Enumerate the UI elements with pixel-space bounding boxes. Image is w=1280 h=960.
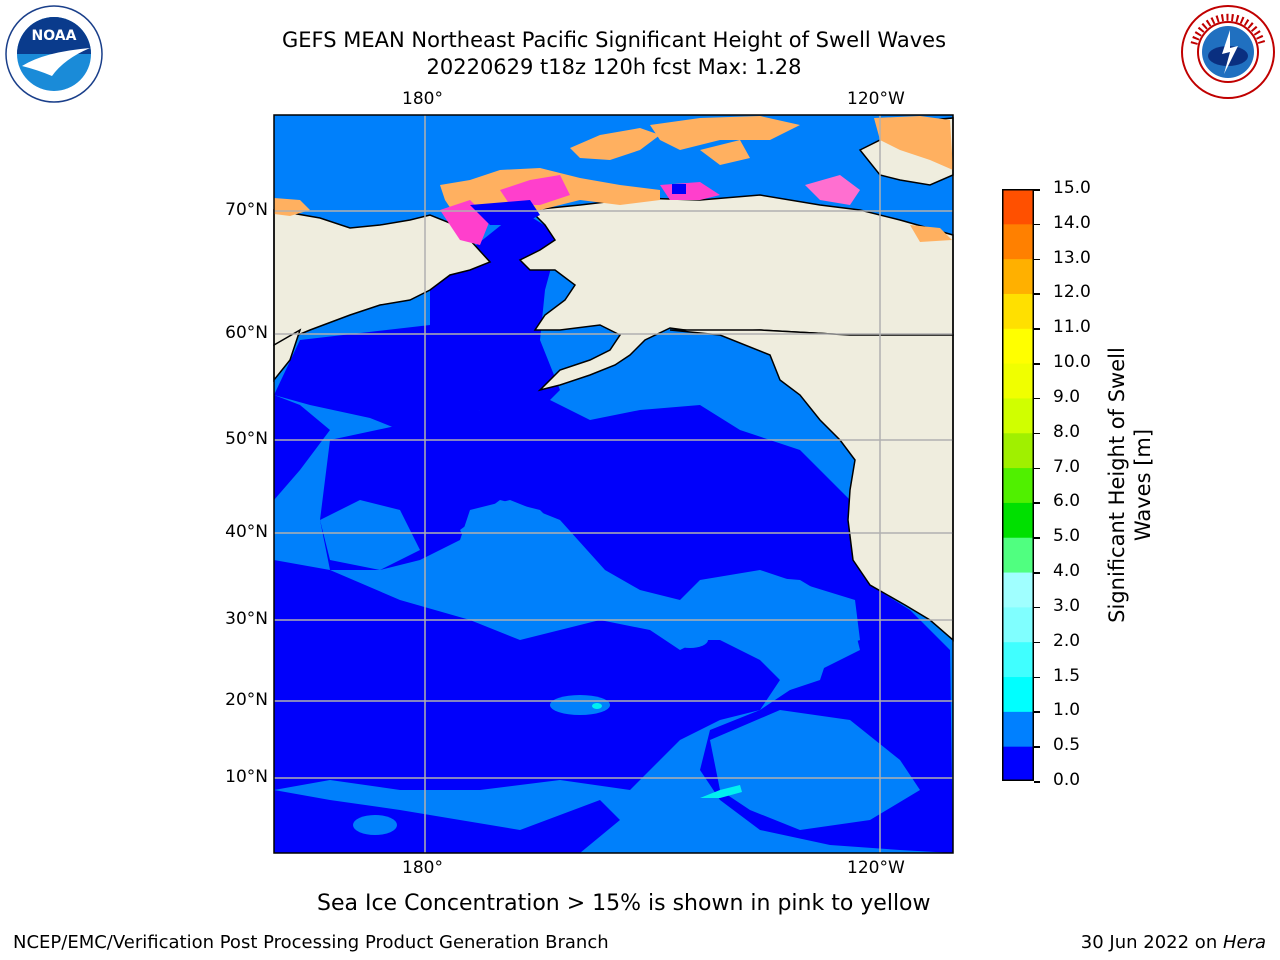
- colorbar-segment: [1002, 328, 1034, 364]
- map-title: GEFS MEAN Northeast Pacific Significant …: [281, 28, 947, 52]
- colorbar-segment: [1002, 711, 1034, 747]
- colorbar-tick-label: 6.0: [1053, 491, 1081, 512]
- colorbar-tick-label: 14.0: [1053, 212, 1091, 233]
- colorbar-segment: [1002, 537, 1034, 573]
- colorbar-tick-label: 3.0: [1053, 595, 1081, 616]
- colorbar-tick: [1034, 328, 1040, 330]
- map-frame: [273, 114, 954, 854]
- colorbar-tick-label: 15.0: [1053, 178, 1091, 198]
- colorbar-segment: [1002, 676, 1034, 712]
- colorbar-tick-label: 2.0: [1053, 630, 1081, 651]
- higher-swell-patches: [592, 703, 742, 798]
- nws-logo: [1180, 4, 1276, 100]
- lon-label-top-180: 180°: [402, 89, 443, 109]
- colorbar-segment: [1002, 502, 1034, 538]
- colorbar-tick-label: 0.5: [1053, 735, 1081, 756]
- colorbar-segment: [1002, 397, 1034, 434]
- gridlines: [274, 115, 953, 853]
- colorbar-tick: [1034, 223, 1040, 226]
- colorbar-tick: [1034, 502, 1040, 504]
- colorbar-tick-label: 10.0: [1053, 352, 1091, 373]
- sea-ice: [274, 116, 953, 245]
- noaa-logo: NOAA: [4, 4, 104, 104]
- lat-label-30n: 30°N: [225, 609, 268, 629]
- colorbar-tick-label: 7.0: [1053, 456, 1081, 477]
- colorbar-tick: [1034, 641, 1040, 644]
- lat-label-20n: 20°N: [225, 690, 268, 710]
- colorbar-tick: [1034, 432, 1040, 435]
- colorbar-segment: [1002, 189, 1034, 225]
- colorbar-tick: [1034, 537, 1040, 539]
- colorbar: [1002, 189, 1034, 781]
- lon-label-top-120w: 120°W: [847, 89, 905, 109]
- colorbar-tick-label: 11.0: [1053, 317, 1091, 338]
- colorbar-tick: [1034, 397, 1040, 400]
- colorbar-segment: [1002, 467, 1034, 503]
- land-masses: [273, 117, 954, 642]
- colorbar-tick-label: 9.0: [1053, 386, 1081, 407]
- lat-label-10n: 10°N: [225, 767, 268, 787]
- colorbar-tick: [1034, 258, 1040, 261]
- colorbar-segment: [1002, 293, 1034, 329]
- lat-label-50n: 50°N: [225, 429, 268, 449]
- colorbar-tick: [1034, 746, 1040, 748]
- colorbar-tick-label: 5.0: [1053, 526, 1081, 547]
- colorbar-tick: [1034, 467, 1040, 470]
- footer-credit: NCEP/EMC/Verification Post Processing Pr…: [13, 932, 609, 953]
- colorbar-segment: [1002, 363, 1034, 399]
- colorbar-tick: [1034, 781, 1040, 783]
- lat-label-40n: 40°N: [225, 522, 268, 542]
- colorbar-tick-label: 1.0: [1053, 700, 1081, 721]
- colorbar-segment: [1002, 258, 1034, 294]
- lat-label-60n: 60°N: [225, 323, 268, 343]
- lat-label-70n: 70°N: [225, 200, 268, 220]
- colorbar-segment: [1002, 432, 1034, 469]
- colorbar-tick: [1034, 676, 1040, 679]
- colorbar-segment: [1002, 606, 1034, 643]
- colorbar-segment: [1002, 572, 1034, 608]
- lon-label-bottom-120w: 120°W: [847, 858, 905, 878]
- colorbar-tick: [1034, 189, 1040, 191]
- colorbar-tick-label: 12.0: [1053, 282, 1091, 303]
- colorbar-segment: [1002, 641, 1034, 678]
- colorbar-tick-label: 8.0: [1053, 421, 1081, 442]
- footer-host: Hera: [1222, 932, 1266, 953]
- footer-date-text: 30 Jun 2022 on: [1080, 932, 1223, 953]
- noaa-logo-text: NOAA: [32, 28, 77, 44]
- sea-ice-note: Sea Ice Concentration > 15% is shown in …: [317, 891, 931, 916]
- colorbar-tick-label: 0.0: [1053, 770, 1081, 790]
- colorbar-tick-label: 13.0: [1053, 247, 1091, 268]
- colorbar-tick: [1034, 572, 1040, 574]
- map-subtitle: 20220629 t18z 120h fcst Max: 1.28: [426, 55, 802, 79]
- colorbar-tick: [1034, 606, 1040, 609]
- colorbar-tick: [1034, 363, 1040, 365]
- colorbar-tick-label: 4.0: [1053, 561, 1081, 582]
- colorbar-tick: [1034, 293, 1040, 295]
- footer-date: 30 Jun 2022 on Hera: [1081, 932, 1266, 953]
- colorbar-tick-label: 1.5: [1053, 665, 1081, 686]
- colorbar-segment: [1002, 746, 1034, 781]
- lon-label-bottom-180: 180°: [402, 858, 443, 878]
- mid-swell-patches: [320, 500, 920, 835]
- colorbar-tick: [1034, 711, 1040, 713]
- colorbar-label: Significant Height of Swell Waves [m]: [1105, 347, 1155, 623]
- colorbar-segment: [1002, 223, 1034, 260]
